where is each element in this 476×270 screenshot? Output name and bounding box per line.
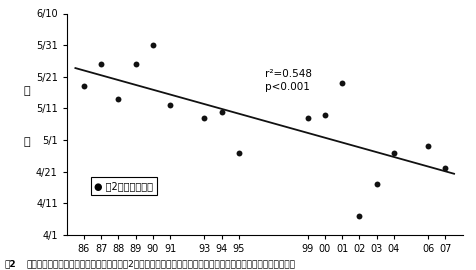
Point xyxy=(80,84,88,88)
Point xyxy=(97,62,105,66)
Text: 暦: 暦 xyxy=(24,86,30,96)
Point xyxy=(131,62,139,66)
Point xyxy=(424,144,431,148)
Text: 日: 日 xyxy=(24,137,30,147)
Point xyxy=(303,116,311,120)
Point xyxy=(320,113,328,117)
Point xyxy=(441,166,448,171)
Point xyxy=(372,182,380,187)
Point xyxy=(114,97,122,101)
Point xyxy=(355,214,362,218)
Text: r²=0.548
p<0.001: r²=0.548 p<0.001 xyxy=(264,69,311,92)
Point xyxy=(166,103,174,107)
Text: 水盤式コナガ性フェロモントラップの初2桁以上誘殺日の年次変化（盛岡市、東北農業研究センター内圃場）: 水盤式コナガ性フェロモントラップの初2桁以上誘殺日の年次変化（盛岡市、東北農業研… xyxy=(26,260,295,269)
Point xyxy=(337,81,345,85)
Point xyxy=(149,43,156,47)
Point xyxy=(235,150,242,155)
Text: ● 初2桁以上誘殺日: ● 初2桁以上誘殺日 xyxy=(94,181,153,191)
Point xyxy=(218,109,225,114)
Point xyxy=(389,150,397,155)
Text: 図2: 図2 xyxy=(5,260,16,269)
Point xyxy=(200,116,208,120)
